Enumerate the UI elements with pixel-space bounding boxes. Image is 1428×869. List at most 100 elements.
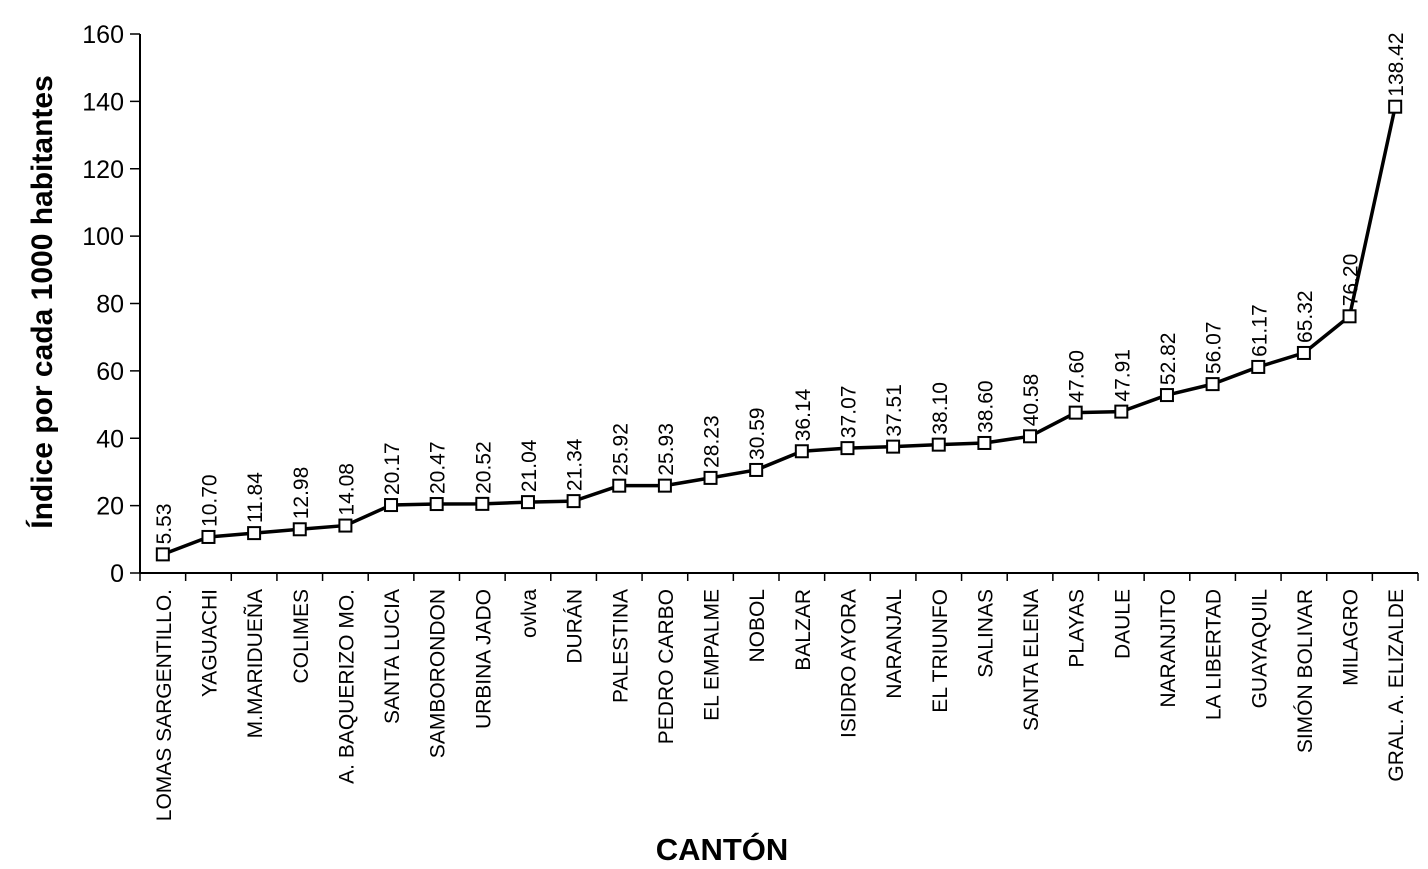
x-tick-label: DAULE [1111, 589, 1134, 659]
x-tick-label: PEDRO CARBO [655, 589, 678, 744]
data-label: 20.52 [472, 441, 495, 494]
data-label: 11.84 [244, 472, 267, 523]
data-point [749, 462, 764, 477]
x-tick-label: LA LIBERTAD [1203, 589, 1226, 720]
y-tick-label: 100 [82, 223, 124, 251]
data-label: 61.17 [1248, 304, 1271, 357]
data-label: 28.23 [701, 415, 724, 468]
data-point [520, 495, 535, 510]
data-label: 37.51 [883, 384, 906, 437]
x-tick-label: GRAL. A. ELIZALDE [1385, 589, 1408, 782]
x-tick-label: LOMAS SARGENTILLO. [153, 589, 176, 821]
data-point [566, 494, 581, 509]
data-label: 37.07 [837, 386, 860, 439]
data-point [703, 470, 718, 485]
data-point [886, 439, 901, 454]
x-tick-label: PALESTINA [609, 589, 632, 703]
x-tick-label: COLIMES [290, 589, 313, 684]
data-label: 76.20 [1340, 254, 1363, 307]
data-point [1159, 388, 1174, 403]
data-point [1296, 345, 1311, 360]
x-tick-label: SANTA LUCIA [381, 589, 404, 724]
data-labels: 5.53 10.70 11.84 12.98 14.08 20.17 20.47 20.52 2… [153, 32, 1408, 544]
data-point [247, 526, 262, 541]
data-label: 38.10 [929, 382, 952, 435]
x-tick-label: PLAYAS [1066, 589, 1089, 668]
y-tick-label: 120 [82, 156, 124, 184]
y-axis-ticks: 0 20 40 60 80 100 120 140 160 [82, 21, 140, 588]
data-point [155, 547, 170, 562]
data-label: 56.07 [1203, 322, 1226, 375]
data-label: 47.91 [1111, 349, 1134, 402]
x-tick-label: ovlva [518, 589, 541, 638]
data-label: 38.60 [974, 380, 997, 433]
data-point [292, 522, 307, 537]
x-axis-ticks: LOMAS SARGENTILLO. YAGUACHI M.MARIDUEÑA COL… [139, 573, 1419, 821]
data-point [1205, 377, 1220, 392]
data-label: 20.17 [381, 442, 404, 495]
y-tick-label: 40 [96, 425, 124, 453]
x-tick-label: SANTA ELENA [1020, 589, 1043, 731]
x-tick-label: EL TRIUNFO [929, 589, 952, 713]
data-point [612, 478, 627, 493]
data-point [794, 444, 809, 459]
y-tick-label: 0 [110, 560, 124, 588]
x-tick-label: EL EMPALME [701, 589, 724, 721]
axes [139, 34, 1418, 574]
data-point [429, 497, 444, 512]
data-label: 14.08 [335, 463, 358, 516]
x-tick-label: MILAGRO [1340, 589, 1363, 686]
y-axis-title: Índice por cada 1000 habitantes [25, 75, 59, 529]
data-label: 12.98 [290, 467, 313, 520]
data-point [384, 498, 399, 513]
y-tick-label: 160 [82, 21, 124, 49]
data-label: 10.70 [198, 474, 221, 527]
x-axis-title: CANTÓN [656, 831, 789, 867]
data-point [1388, 99, 1403, 114]
data-point [1114, 404, 1129, 419]
data-label: 65.32 [1294, 290, 1317, 343]
data-label: 36.14 [792, 388, 815, 441]
x-tick-label: SIMÓN BOLIVAR [1294, 589, 1317, 753]
x-tick-label: YAGUACHI [198, 589, 221, 697]
x-tick-label: M.MARIDUEÑA [243, 589, 267, 738]
data-label: 21.04 [518, 439, 541, 492]
y-tick-label: 140 [82, 88, 124, 116]
series-line [162, 106, 1397, 557]
data-label: 5.53 [153, 503, 176, 544]
x-tick-label: BALZAR [792, 589, 815, 671]
x-tick-label: ISIDRO AYORA [837, 589, 860, 738]
data-point [1068, 405, 1083, 420]
x-tick-label: NARANJITO [1157, 589, 1180, 708]
data-label: 138.42 [1385, 32, 1408, 96]
y-tick-label: 20 [96, 493, 124, 521]
data-label: 30.59 [746, 407, 769, 460]
data-label: 47.60 [1066, 350, 1089, 403]
data-label: 40.58 [1020, 374, 1043, 427]
series [155, 99, 1403, 562]
x-tick-label: SAMBORONDON [427, 589, 450, 758]
x-tick-label: A. BAQUERIZO MO. [335, 589, 358, 784]
data-label: 20.47 [427, 441, 450, 494]
data-point [1342, 309, 1357, 324]
data-point [931, 437, 946, 452]
x-tick-label: URBINA JADO [472, 589, 495, 729]
data-point [977, 435, 992, 450]
data-label: 52.82 [1157, 333, 1180, 386]
data-point [201, 529, 216, 544]
x-tick-label: SALINAS [974, 589, 997, 678]
data-label: 25.92 [609, 423, 632, 476]
y-tick-label: 80 [96, 291, 124, 319]
data-label: 21.34 [564, 438, 587, 491]
data-point [657, 478, 672, 493]
x-tick-label: DURÁN [564, 589, 587, 664]
data-point [1023, 429, 1038, 444]
data-label: 25.93 [655, 423, 678, 476]
x-tick-label: NARANJAL [883, 589, 906, 699]
data-point [840, 441, 855, 456]
y-tick-label: 60 [96, 358, 124, 386]
data-point [1251, 359, 1266, 374]
x-tick-label: NOBOL [746, 589, 769, 663]
data-point [338, 518, 353, 533]
